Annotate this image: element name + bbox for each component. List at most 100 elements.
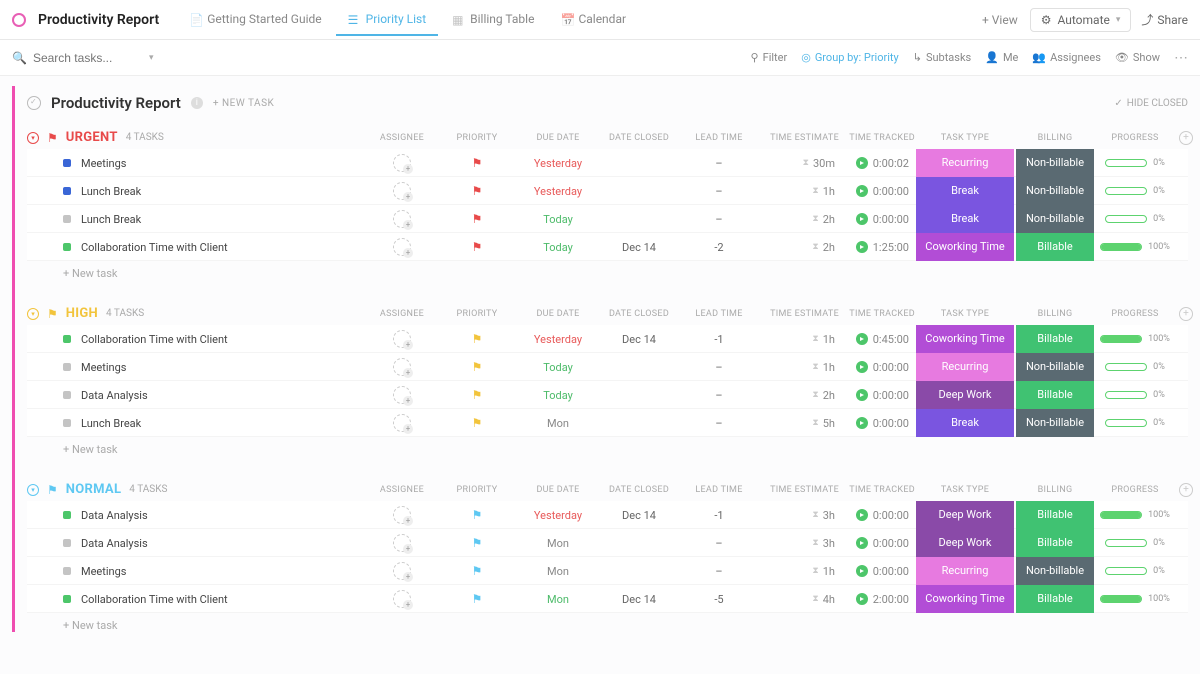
time-tracked-cell[interactable]: 0:00:00	[839, 565, 915, 578]
assign-avatar-icon[interactable]	[393, 534, 411, 552]
task-title-cell[interactable]: Meetings	[27, 157, 367, 170]
billing-cell[interactable]: Billable	[1016, 233, 1094, 261]
assign-avatar-icon[interactable]	[393, 358, 411, 376]
priority-cell[interactable]: ⚑	[437, 332, 517, 346]
progress-cell[interactable]: 0%	[1095, 390, 1175, 400]
time-tracked-cell[interactable]: 0:00:00	[839, 509, 915, 522]
col-lead[interactable]: LEAD TIME	[679, 133, 759, 143]
time-tracked-cell[interactable]: 0:00:00	[839, 361, 915, 374]
assign-avatar-icon[interactable]	[393, 210, 411, 228]
assignee-cell[interactable]	[367, 506, 437, 524]
date-closed-cell[interactable]: Dec 14	[599, 333, 679, 346]
time-estimate-cell[interactable]: ⧗30m	[759, 157, 839, 170]
time-tracked-cell[interactable]: 2:00:00	[839, 593, 915, 606]
billing-cell[interactable]: Billable	[1016, 585, 1094, 613]
col-progress[interactable]: PROGRESS	[1095, 485, 1175, 495]
time-estimate-cell[interactable]: ⧗3h	[759, 509, 839, 522]
time-tracked-cell[interactable]: 0:00:00	[839, 213, 915, 226]
task-row[interactable]: Collaboration Time with Client ⚑ Yesterd…	[27, 325, 1188, 353]
col-billing[interactable]: BILLING	[1015, 309, 1095, 319]
due-date-cell[interactable]: Mon	[517, 537, 599, 550]
billing-cell[interactable]: Non-billable	[1016, 177, 1094, 205]
assignee-cell[interactable]	[367, 182, 437, 200]
due-date-cell[interactable]: Today	[517, 361, 599, 374]
groupby-button[interactable]: ◎Group by: Priority	[801, 51, 899, 64]
progress-cell[interactable]: 0%	[1095, 186, 1175, 196]
time-estimate-cell[interactable]: ⧗2h	[759, 389, 839, 402]
time-tracked-cell[interactable]: 0:00:00	[839, 537, 915, 550]
assign-avatar-icon[interactable]	[393, 414, 411, 432]
col-type[interactable]: TASK TYPE	[915, 309, 1015, 319]
group-label[interactable]: ▾ ⚑ URGENT 4 TASKS	[27, 130, 367, 145]
priority-cell[interactable]: ⚑	[437, 416, 517, 430]
progress-cell[interactable]: 100%	[1095, 334, 1175, 344]
tab-billing-table[interactable]: ▦Billing Table	[440, 4, 546, 36]
priority-cell[interactable]: ⚑	[437, 156, 517, 170]
status-square-icon[interactable]	[63, 187, 71, 195]
task-row[interactable]: Lunch Break ⚑ Yesterday – ⧗1h 0:00:00 Br…	[27, 177, 1188, 205]
billing-cell[interactable]: Billable	[1016, 381, 1094, 409]
new-task-button[interactable]: + NEW TASK	[213, 98, 274, 109]
task-row[interactable]: Meetings ⚑ Mon – ⧗1h 0:00:00 Recurring N…	[27, 557, 1188, 585]
task-row[interactable]: Data Analysis ⚑ Today – ⧗2h 0:00:00 Deep…	[27, 381, 1188, 409]
assignee-cell[interactable]	[367, 590, 437, 608]
time-tracked-cell[interactable]: 0:00:02	[839, 157, 915, 170]
progress-cell[interactable]: 0%	[1095, 158, 1175, 168]
time-tracked-cell[interactable]: 0:45:00	[839, 333, 915, 346]
group-label[interactable]: ▾ ⚑ NORMAL 4 TASKS	[27, 482, 367, 497]
due-date-cell[interactable]: Today	[517, 213, 599, 226]
assignee-cell[interactable]	[367, 414, 437, 432]
task-row[interactable]: Lunch Break ⚑ Today – ⧗2h 0:00:00 Break …	[27, 205, 1188, 233]
task-type-cell[interactable]: Coworking Time	[916, 585, 1014, 613]
time-estimate-cell[interactable]: ⧗4h	[759, 593, 839, 606]
task-title-cell[interactable]: Lunch Break	[27, 213, 367, 226]
date-closed-cell[interactable]: Dec 14	[599, 593, 679, 606]
col-tracked[interactable]: TIME TRACKED	[839, 309, 915, 319]
priority-cell[interactable]: ⚑	[437, 536, 517, 550]
task-type-cell[interactable]: Coworking Time	[916, 325, 1014, 353]
task-row[interactable]: Data Analysis ⚑ Yesterday Dec 14 -1 ⧗3h …	[27, 501, 1188, 529]
task-type-cell[interactable]: Recurring	[916, 149, 1014, 177]
billing-cell[interactable]: Billable	[1016, 325, 1094, 353]
col-tracked[interactable]: TIME TRACKED	[839, 485, 915, 495]
col-est[interactable]: TIME ESTIMATE	[759, 133, 839, 143]
status-square-icon[interactable]	[63, 595, 71, 603]
add-view-button[interactable]: + View	[970, 5, 1030, 35]
due-date-cell[interactable]: Mon	[517, 593, 599, 606]
time-tracked-cell[interactable]: 0:00:00	[839, 185, 915, 198]
assignee-cell[interactable]	[367, 562, 437, 580]
col-due[interactable]: DUE DATE	[517, 309, 599, 319]
task-type-cell[interactable]: Break	[916, 409, 1014, 437]
task-title-cell[interactable]: Data Analysis	[27, 389, 367, 402]
task-row[interactable]: Collaboration Time with Client ⚑ Today D…	[27, 233, 1188, 261]
play-icon[interactable]	[856, 509, 868, 521]
task-title-cell[interactable]: Data Analysis	[27, 537, 367, 550]
new-task-row[interactable]: + New task	[27, 261, 1188, 280]
time-estimate-cell[interactable]: ⧗5h	[759, 417, 839, 430]
collapse-icon[interactable]: ▾	[27, 132, 39, 144]
progress-cell[interactable]: 0%	[1095, 214, 1175, 224]
priority-cell[interactable]: ⚑	[437, 240, 517, 254]
tab-getting-started-guide[interactable]: 📄Getting Started Guide	[177, 4, 333, 36]
task-type-cell[interactable]: Deep Work	[916, 501, 1014, 529]
time-estimate-cell[interactable]: ⧗1h	[759, 361, 839, 374]
assignee-cell[interactable]	[367, 238, 437, 256]
col-closed[interactable]: DATE CLOSED	[599, 133, 679, 143]
assignee-cell[interactable]	[367, 154, 437, 172]
due-date-cell[interactable]: Today	[517, 241, 599, 254]
due-date-cell[interactable]: Mon	[517, 417, 599, 430]
task-title-cell[interactable]: Meetings	[27, 361, 367, 374]
time-estimate-cell[interactable]: ⧗2h	[759, 213, 839, 226]
progress-cell[interactable]: 0%	[1095, 566, 1175, 576]
col-due[interactable]: DUE DATE	[517, 133, 599, 143]
task-type-cell[interactable]: Break	[916, 177, 1014, 205]
progress-cell[interactable]: 0%	[1095, 362, 1175, 372]
new-task-row[interactable]: + New task	[27, 613, 1188, 632]
col-billing[interactable]: BILLING	[1015, 133, 1095, 143]
chevron-down-icon[interactable]: ▾	[149, 53, 154, 63]
me-button[interactable]: 👤Me	[985, 51, 1018, 64]
task-title-cell[interactable]: Collaboration Time with Client	[27, 593, 367, 606]
task-type-cell[interactable]: Deep Work	[916, 529, 1014, 557]
progress-cell[interactable]: 100%	[1095, 510, 1175, 520]
billing-cell[interactable]: Billable	[1016, 501, 1094, 529]
